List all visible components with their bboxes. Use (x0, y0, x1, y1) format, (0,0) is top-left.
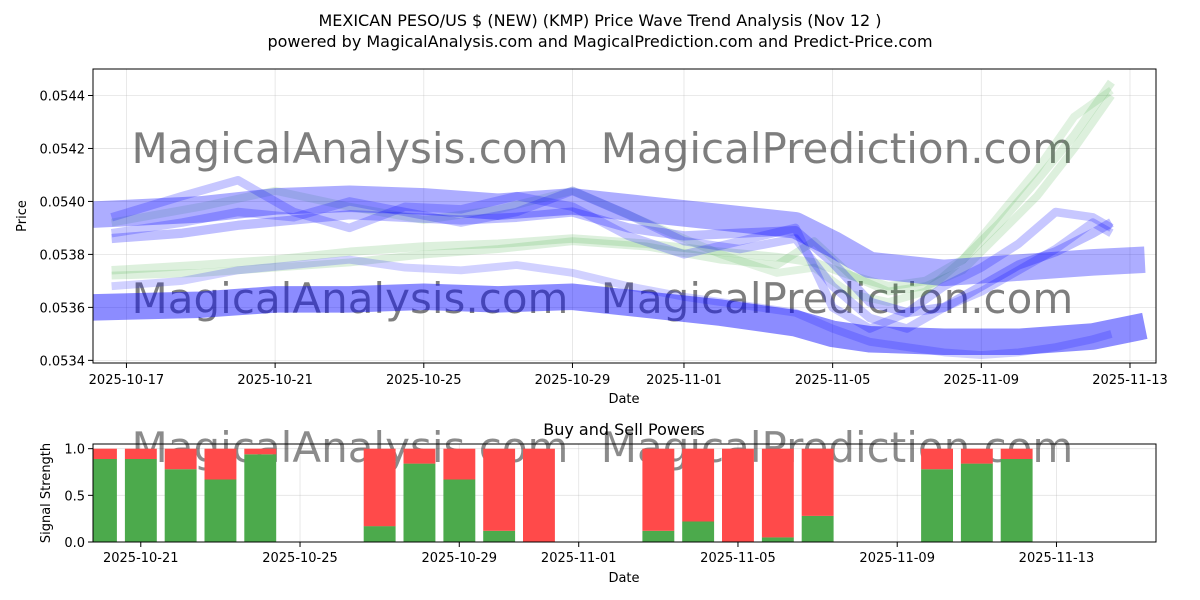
sell-power-bar (204, 448, 237, 480)
buy-power-bar (443, 479, 476, 542)
chart-title: MEXICAN PESO/US $ (NEW) (KMP) Price Wave… (318, 11, 881, 30)
buy-power-bar (682, 521, 715, 542)
buy-sell-x-tick-label: 2025-11-13 (1019, 551, 1095, 566)
buy-power-bar (204, 479, 237, 542)
sell-power-bar (801, 448, 834, 516)
price-y-tick-label: 0.0542 (40, 142, 86, 157)
buy-power-bar (483, 530, 516, 542)
price-x-tick-label: 2025-10-25 (386, 373, 462, 388)
sell-power-bar (124, 448, 157, 459)
series-green-3 (110, 86, 1114, 307)
sell-power-bar (642, 448, 675, 531)
price-x-tick-label: 2025-11-09 (944, 373, 1020, 388)
sell-power-bar (443, 448, 476, 480)
buy-power-bar (960, 463, 993, 542)
price-x-axis: 2025-10-17 2025-10-21 2025-10-25 2025-10-29… (89, 363, 1168, 388)
series-blue-wave-2 (110, 186, 1114, 333)
price-plot-area (93, 69, 1156, 363)
price-gridlines (93, 69, 1156, 363)
buy-sell-bars (93, 448, 1033, 542)
buy-sell-x-tick-label: 2025-10-25 (262, 551, 338, 566)
price-x-tick-label: 2025-10-29 (535, 373, 611, 388)
buy-power-bar (164, 469, 197, 542)
buy-sell-y-tick-label: 0.5 (64, 489, 85, 504)
series-blue-wave-3 (111, 207, 1114, 318)
sell-power-bar (244, 448, 277, 455)
buy-sell-y-axis: 0.0 0.5 1.0 (64, 443, 93, 551)
buy-power-bar (921, 469, 953, 542)
sell-power-bar (1000, 448, 1033, 459)
buy-sell-title: Buy and Sell Powers (543, 420, 705, 439)
buy-power-bar (124, 458, 157, 542)
sell-power-bar (921, 448, 953, 470)
series-blue-wave-4 (111, 255, 1113, 360)
buy-sell-x-tick-label: 2025-10-29 (421, 551, 497, 566)
price-x-tick-label: 2025-10-17 (89, 373, 165, 388)
buy-power-bar (801, 515, 834, 542)
price-y-axis: 0.0534 0.0536 0.0538 0.0540 0.0542 0.0544 (40, 89, 93, 369)
buy-sell-x-axis-label: Date (608, 571, 639, 586)
buy-sell-plot: Buy and Sell Powers MagicalAnalysis.com … (39, 420, 1157, 586)
watermark-magicalanalysis-top: MagicalAnalysis.com (132, 124, 569, 173)
buy-sell-plot-frame (92, 443, 1157, 543)
sell-power-bar (363, 448, 396, 527)
price-y-axis-label: Price (15, 200, 30, 232)
buy-power-bar (244, 454, 277, 542)
watermark-magicalanalysis-mid: MagicalAnalysis.com (132, 274, 569, 323)
buy-sell-y-axis-label: Signal Strength (39, 443, 54, 543)
price-wave-plot: MagicalAnalysis.com MagicalPrediction.co… (15, 68, 1168, 407)
buy-sell-y-tick-label: 1.0 (64, 443, 85, 458)
price-x-tick-label: 2025-11-13 (1092, 373, 1168, 388)
price-x-tick-label: 2025-10-21 (237, 373, 313, 388)
series-green-1 (111, 79, 1115, 291)
buy-power-bar (642, 530, 675, 542)
sell-power-bar (523, 448, 555, 542)
price-y-tick-label: 0.0540 (40, 195, 86, 210)
buy-power-bar (1000, 458, 1033, 542)
buy-sell-x-tick-label: 2025-11-01 (541, 551, 617, 566)
series-blue-upper-band (93, 185, 1146, 287)
watermark-magicalprediction-bottom: MagicalPrediction.com (601, 423, 1074, 472)
price-x-axis-label: Date (608, 392, 639, 407)
price-x-tick-label: 2025-11-05 (795, 373, 871, 388)
price-y-tick-label: 0.0538 (40, 248, 86, 263)
buy-power-bar (761, 537, 794, 542)
buy-power-bar (403, 463, 436, 542)
chart-subtitle: powered by MagicalAnalysis.com and Magic… (267, 32, 932, 51)
sell-power-bar (722, 448, 754, 542)
buy-sell-x-tick-label: 2025-10-21 (103, 551, 179, 566)
sell-power-bar (483, 448, 516, 531)
buy-power-bar (93, 458, 117, 542)
buy-sell-x-tick-label: 2025-11-05 (700, 551, 776, 566)
series-blue-lower-band (93, 283, 1148, 356)
price-plot-frame (92, 68, 1157, 364)
price-y-tick-label: 0.0544 (40, 89, 86, 104)
price-y-tick-label: 0.0534 (40, 354, 86, 369)
buy-sell-y-tick-label: 0.0 (64, 536, 85, 551)
watermark-magicalprediction-top: MagicalPrediction.com (601, 124, 1074, 173)
sell-power-bar (682, 448, 715, 522)
sell-power-bar (164, 448, 197, 470)
series-green-2 (111, 93, 1115, 296)
sell-power-bar (93, 448, 117, 459)
price-y-tick-label: 0.0536 (40, 301, 86, 316)
buy-sell-x-axis: 2025-10-21 2025-10-25 2025-10-29 2025-11-01… (103, 542, 1094, 566)
price-series-group (93, 79, 1148, 360)
buy-power-bar (363, 526, 396, 542)
sell-power-bar (761, 448, 794, 538)
sell-power-bar (960, 448, 993, 464)
price-x-tick-label: 2025-11-01 (646, 373, 722, 388)
series-blue-wave-1 (110, 175, 1114, 333)
watermark-magicalprediction-mid: MagicalPrediction.com (601, 274, 1074, 323)
buy-sell-x-tick-label: 2025-11-09 (859, 551, 935, 566)
sell-power-bar (403, 448, 436, 464)
